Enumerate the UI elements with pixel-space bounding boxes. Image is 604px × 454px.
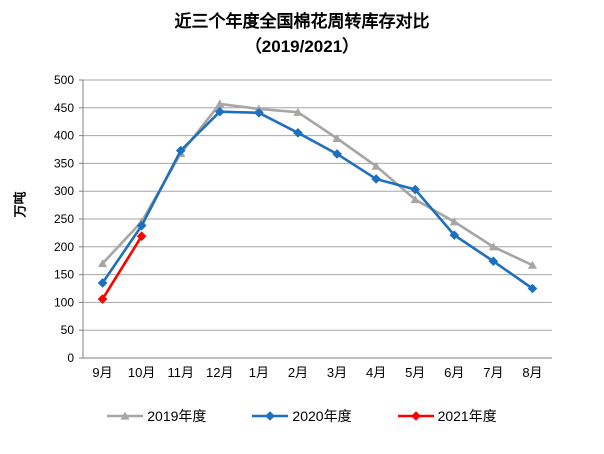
chart-title: 近三个年度全国棉花周转库存对比 <box>174 12 430 31</box>
svg-text:5月: 5月 <box>405 365 425 380</box>
svg-text:9月: 9月 <box>92 365 112 380</box>
legend-item-2021: 2021年度 <box>397 406 497 426</box>
legend-label-2019: 2019年度 <box>147 408 207 424</box>
legend-marker-2021-icon <box>397 411 434 421</box>
legend-item-2019: 2019年度 <box>107 406 206 426</box>
svg-text:1月: 1月 <box>249 365 269 380</box>
svg-text:11月: 11月 <box>167 365 194 380</box>
legend-label-2021: 2021年度 <box>437 408 497 424</box>
legend-item-2020: 2020年度 <box>252 406 352 426</box>
legend-marker-2019-icon <box>107 411 144 420</box>
chart-title-block: 近三个年度全国棉花周转库存对比 （2019/2021） <box>0 10 604 59</box>
chart-subtitle: （2019/2021） <box>244 36 360 56</box>
svg-text:450: 450 <box>54 101 74 115</box>
legend-marker-2020-icon <box>252 411 289 421</box>
svg-text:6月: 6月 <box>444 365 464 380</box>
svg-text:250: 250 <box>54 212 74 226</box>
svg-text:4月: 4月 <box>366 365 386 380</box>
svg-text:350: 350 <box>54 156 74 170</box>
svg-text:2月: 2月 <box>288 365 308 380</box>
svg-text:12月: 12月 <box>206 365 233 380</box>
chart-legend: 2019年度 2020年度 2021年度 <box>0 406 604 426</box>
svg-text:50: 50 <box>61 323 75 337</box>
svg-text:300: 300 <box>54 184 74 198</box>
svg-text:100: 100 <box>54 295 74 309</box>
svg-text:150: 150 <box>54 268 74 282</box>
svg-text:10月: 10月 <box>128 365 155 380</box>
svg-text:0: 0 <box>67 351 74 365</box>
legend-label-2020: 2020年度 <box>292 408 352 424</box>
svg-text:400: 400 <box>54 129 74 143</box>
svg-text:3月: 3月 <box>327 365 347 380</box>
svg-text:200: 200 <box>54 240 74 254</box>
svg-text:500: 500 <box>54 73 74 87</box>
svg-text:8月: 8月 <box>522 365 542 380</box>
svg-text:7月: 7月 <box>483 365 503 380</box>
